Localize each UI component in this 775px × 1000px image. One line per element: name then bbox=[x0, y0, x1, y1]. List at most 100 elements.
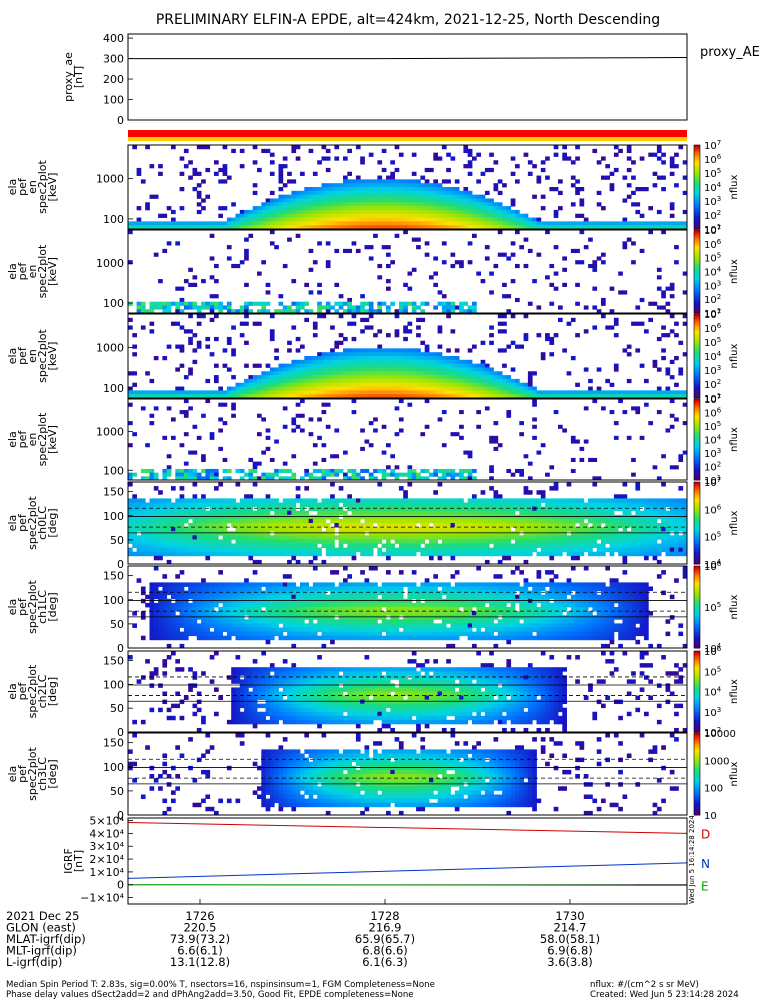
heat-cell bbox=[493, 494, 499, 499]
heat-cell bbox=[674, 502, 679, 507]
heat-cell bbox=[300, 476, 305, 481]
heat-cell bbox=[274, 468, 279, 474]
heat-cell bbox=[257, 535, 262, 540]
heat-cell bbox=[682, 518, 688, 524]
heat-cell bbox=[162, 531, 168, 536]
heat-cell bbox=[209, 502, 215, 507]
heat-cell bbox=[635, 202, 641, 207]
heat-cell bbox=[179, 348, 185, 353]
colorbar-label: nflux bbox=[729, 259, 740, 284]
heat-cell bbox=[635, 523, 641, 528]
heat-cell bbox=[506, 514, 512, 520]
heat-cell bbox=[355, 194, 361, 199]
heat-cell bbox=[437, 290, 443, 295]
heat-cell bbox=[386, 555, 391, 561]
heat-cell bbox=[278, 213, 284, 218]
heat-cell bbox=[515, 394, 520, 399]
heat-cell bbox=[192, 514, 198, 520]
heat-cell bbox=[570, 555, 576, 561]
heat-cell bbox=[454, 523, 460, 528]
heat-cell bbox=[360, 535, 365, 540]
heat-cell bbox=[295, 394, 301, 399]
heat-cell bbox=[510, 551, 516, 557]
heat-cell bbox=[446, 510, 451, 516]
heat-cell bbox=[661, 535, 666, 540]
heat-cell bbox=[476, 217, 481, 222]
colorbar-step bbox=[694, 159, 700, 163]
heat-cell bbox=[476, 382, 481, 387]
heat-cell bbox=[183, 547, 189, 553]
heat-cell bbox=[261, 202, 266, 207]
heat-cell bbox=[398, 367, 404, 372]
heat-cell bbox=[295, 486, 301, 491]
heat-cell bbox=[338, 194, 344, 199]
heat-cell bbox=[179, 363, 185, 368]
colorbar-step bbox=[694, 230, 700, 233]
heat-cell bbox=[480, 514, 486, 520]
heat-cell bbox=[502, 252, 507, 257]
heat-cell bbox=[239, 476, 245, 481]
heat-cell bbox=[209, 539, 215, 544]
heat-cell bbox=[295, 198, 301, 203]
heat-cell bbox=[261, 531, 266, 536]
heat-cell bbox=[248, 494, 254, 499]
heat-cell bbox=[261, 502, 266, 507]
heat-cell bbox=[325, 241, 331, 246]
heat-cell bbox=[183, 468, 189, 474]
heat-cell bbox=[343, 367, 348, 372]
heat-cell bbox=[454, 386, 460, 391]
heat-cell bbox=[424, 202, 430, 207]
heat-cell bbox=[325, 194, 331, 199]
heat-cell bbox=[343, 202, 348, 207]
heat-cell bbox=[338, 206, 344, 211]
heat-cell bbox=[312, 198, 318, 203]
heat-cell bbox=[669, 523, 675, 528]
heat-cell bbox=[463, 510, 469, 516]
heat-cell bbox=[201, 457, 206, 462]
heat-cell bbox=[226, 531, 232, 536]
heat-cell bbox=[377, 221, 383, 226]
colorbar-step bbox=[694, 423, 700, 426]
heat-cell bbox=[287, 371, 292, 376]
heat-cell bbox=[282, 198, 288, 203]
colorbar-step bbox=[694, 174, 700, 177]
heat-cell bbox=[545, 390, 550, 395]
heat-cell bbox=[403, 359, 408, 365]
heat-cell bbox=[476, 225, 481, 230]
heat-cell bbox=[622, 390, 628, 395]
heat-cell bbox=[596, 551, 602, 557]
heat-cell bbox=[132, 539, 137, 544]
heat-cell bbox=[588, 543, 593, 548]
heat-cell bbox=[446, 371, 451, 376]
heat-cell bbox=[360, 527, 365, 532]
heat-cell bbox=[553, 245, 559, 250]
heat-cell bbox=[398, 206, 404, 211]
heat-cell bbox=[394, 390, 400, 395]
heat-cell bbox=[583, 245, 589, 250]
heat-cell bbox=[317, 523, 322, 528]
heat-cell bbox=[613, 547, 619, 553]
heat-cell bbox=[386, 198, 391, 203]
heat-cell bbox=[201, 413, 206, 418]
heat-cell bbox=[312, 547, 318, 553]
heat-cell bbox=[510, 502, 516, 507]
heat-cell bbox=[308, 248, 314, 254]
heat-cell bbox=[183, 221, 189, 226]
heat-cell bbox=[618, 290, 623, 295]
heat-cell bbox=[368, 209, 374, 215]
heat-cell bbox=[437, 531, 443, 536]
heat-cell bbox=[489, 378, 494, 384]
heat-cell bbox=[566, 514, 572, 520]
heat-cell bbox=[235, 506, 241, 512]
heat-cell bbox=[609, 286, 615, 291]
heat-cell bbox=[493, 535, 499, 540]
heat-cell bbox=[416, 498, 421, 503]
heat-cell bbox=[678, 514, 684, 520]
heat-cell bbox=[407, 202, 413, 207]
heat-cell bbox=[424, 241, 430, 246]
heat-cell bbox=[467, 514, 473, 520]
heat-cell bbox=[450, 382, 456, 387]
heat-cell bbox=[201, 523, 206, 528]
heat-cell bbox=[441, 213, 447, 218]
heat-cell bbox=[429, 498, 434, 503]
